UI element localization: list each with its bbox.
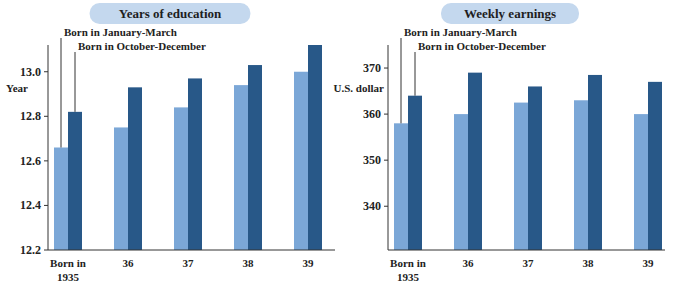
x-tick-label: 37 xyxy=(183,257,195,269)
x-tick-line: 39 xyxy=(303,257,315,269)
title-pill xyxy=(90,3,251,24)
x-tick-label: 38 xyxy=(583,257,595,269)
y-tick xyxy=(384,206,388,207)
bar xyxy=(174,107,188,250)
y-tick-label: 350 xyxy=(363,153,381,167)
x-tick-label: 39 xyxy=(643,257,655,269)
y-axis xyxy=(48,45,49,250)
legend-label: Born in October-December xyxy=(78,40,206,52)
y-tick-label: 12.2 xyxy=(20,243,41,257)
y-tick xyxy=(44,71,48,72)
y-tick-label: 370 xyxy=(363,61,381,75)
chart-0: Years of education 12.2 12.4 12.6 12.8 13.0 Ye… xyxy=(6,3,335,283)
y-tick xyxy=(44,116,48,117)
x-tick-line: 39 xyxy=(643,257,655,269)
x-axis xyxy=(388,250,665,251)
x-tick-label: 37 xyxy=(523,257,535,269)
x-tick-line: 37 xyxy=(523,257,535,269)
x-tick-line: 38 xyxy=(583,257,595,269)
legend-leader xyxy=(61,38,62,148)
legend-label: Born in January-March xyxy=(64,26,177,38)
x-tick-line: Born in xyxy=(50,257,86,269)
y-tick-label: 360 xyxy=(363,107,381,121)
bar xyxy=(248,65,262,250)
bar xyxy=(634,114,648,250)
bar xyxy=(574,100,588,250)
bar xyxy=(68,112,82,250)
y-axis-label: Year xyxy=(6,82,28,94)
y-tick xyxy=(384,114,388,115)
x-tick-line: Born in xyxy=(390,257,426,269)
x-tick-label: 38 xyxy=(243,257,255,269)
bar xyxy=(308,45,322,250)
bar xyxy=(114,127,128,250)
bar xyxy=(394,123,408,250)
y-tick-label: 12.4 xyxy=(20,198,41,212)
legend-leader xyxy=(415,52,416,96)
chart-root: Years of education 12.2 12.4 12.6 12.8 13.0 Ye… xyxy=(0,0,680,300)
bar xyxy=(188,78,202,250)
bar xyxy=(528,86,542,250)
x-tick-line: 1935 xyxy=(57,271,80,283)
bar xyxy=(514,103,528,250)
legend-leader xyxy=(401,38,402,123)
x-tick-label: Born in 1935 xyxy=(50,257,86,283)
y-tick-label: 13.0 xyxy=(20,65,41,79)
x-tick-line: 36 xyxy=(123,257,135,269)
x-tick-label: Born in 1935 xyxy=(390,257,426,283)
y-tick-label: 12.6 xyxy=(20,154,41,168)
y-tick xyxy=(384,160,388,161)
title-pill xyxy=(441,3,579,24)
x-tick-line: 38 xyxy=(243,257,255,269)
bar xyxy=(408,96,422,250)
bar xyxy=(294,72,308,250)
y-tick xyxy=(44,160,48,161)
chart-title: Years of education xyxy=(119,6,222,21)
x-tick-label: 36 xyxy=(123,257,135,269)
bar xyxy=(54,148,68,251)
bars xyxy=(54,45,322,250)
chart-title: Weekly earnings xyxy=(464,6,556,21)
y-tick-label: 340 xyxy=(363,199,381,213)
legend-label: Born in January-March xyxy=(404,26,517,38)
x-tick-line: 37 xyxy=(183,257,195,269)
bar xyxy=(648,82,662,250)
bar xyxy=(128,87,142,250)
bar xyxy=(588,75,602,250)
x-axis xyxy=(48,250,335,251)
bars xyxy=(394,73,662,250)
legend-leader xyxy=(75,52,76,112)
y-axis-label: U.S. dollar xyxy=(334,82,385,94)
y-tick-label: 12.8 xyxy=(20,109,41,123)
y-axis xyxy=(388,45,389,250)
bar xyxy=(454,114,468,250)
legend-label: Born in October-December xyxy=(418,40,546,52)
x-tick-line: 36 xyxy=(463,257,475,269)
x-tick-line: 1935 xyxy=(397,271,420,283)
x-tick-label: 36 xyxy=(463,257,475,269)
chart-1: Weekly earnings 340 350 360 370 U.S. dollar Bo… xyxy=(334,3,665,283)
bar xyxy=(468,73,482,250)
x-tick-label: 39 xyxy=(303,257,315,269)
bar xyxy=(234,85,248,250)
y-tick xyxy=(44,250,48,251)
y-tick xyxy=(44,205,48,206)
y-tick xyxy=(384,68,388,69)
